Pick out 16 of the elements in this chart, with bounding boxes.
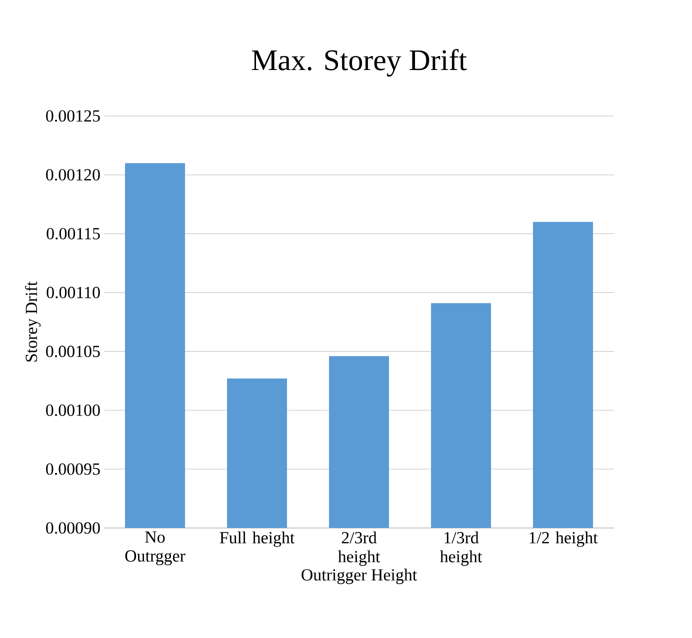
x-axis-title: Outrigger Height (302, 568, 418, 584)
x-tick-label: 1/3rd height (440, 532, 482, 566)
y-tick-label: 0.00115 (46, 228, 100, 240)
y-tick-label: 0.00090 (46, 522, 100, 534)
x-tick-label: No Outrgger (125, 532, 186, 566)
y-tick-label: 0.00125 (46, 110, 100, 122)
x-tick-label: 1/2 height (530, 532, 598, 547)
x-tick-label: Full height (220, 532, 295, 547)
y-tick-label: 0.00100 (46, 404, 100, 416)
y-tick-label: 0.00105 (46, 346, 100, 358)
y-tick-label: 0.00120 (46, 169, 100, 181)
x-tick-label: 2/3rd height (338, 532, 380, 566)
y-tick-label: 0.00095 (46, 463, 100, 475)
y-axis-title: Storey Drift (25, 281, 41, 362)
chart-title: Max. Storey Drift (252, 48, 467, 76)
y-tick-label: 0.00110 (46, 286, 100, 298)
